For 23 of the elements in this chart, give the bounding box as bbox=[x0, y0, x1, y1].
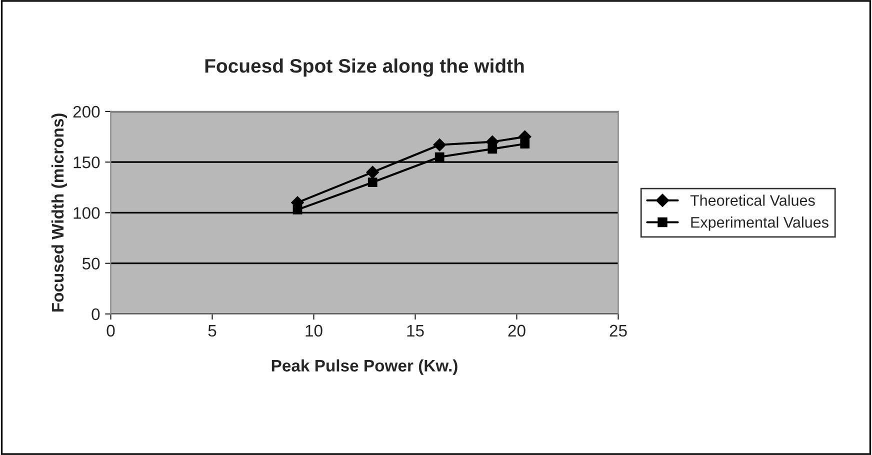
legend-label: Experimental Values bbox=[691, 216, 828, 231]
y-tick-label: 50 bbox=[82, 258, 100, 270]
point bbox=[292, 204, 302, 214]
point bbox=[368, 178, 378, 188]
x-axis-title: Peak Pulse Power (Kw.) bbox=[272, 359, 458, 375]
legend-label: Theoretical Values bbox=[690, 194, 815, 206]
x-tick-label: 10 bbox=[306, 324, 322, 337]
point bbox=[488, 144, 498, 154]
point bbox=[520, 139, 530, 149]
point bbox=[433, 138, 446, 152]
point bbox=[434, 152, 444, 162]
chart-title: Focuesd Spot Size along the width bbox=[205, 58, 524, 77]
x-tick-label: 25 bbox=[610, 324, 627, 337]
y-tick-label: 0 bbox=[92, 308, 100, 320]
y-tick-label: 200 bbox=[73, 106, 100, 118]
point bbox=[366, 166, 380, 179]
y-axis-title: Focused Width (microns) bbox=[51, 114, 67, 312]
x-tick-label: 20 bbox=[508, 324, 526, 337]
x-tick-label: 0 bbox=[106, 324, 115, 337]
y-tick-label: 100 bbox=[74, 207, 100, 219]
x-tick-label: 15 bbox=[407, 324, 424, 337]
x-tick-label: 5 bbox=[208, 324, 216, 337]
y-tick-label: 150 bbox=[74, 156, 100, 168]
